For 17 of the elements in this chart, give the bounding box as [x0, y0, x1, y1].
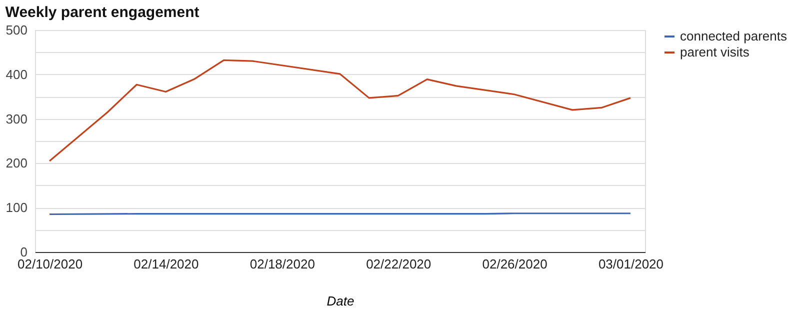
- y-tick-label: 0: [20, 244, 28, 260]
- y-tick-label: 100: [6, 200, 28, 216]
- y-tick-label: 400: [6, 66, 28, 82]
- x-tick-label: 02/22/2020: [366, 256, 432, 272]
- y-tick-label: 200: [6, 156, 28, 171]
- chart-title: Weekly parent engagement: [5, 4, 200, 21]
- line-series: [48, 59, 632, 162]
- x-tick-label: 02/10/2020: [17, 256, 83, 272]
- x-tick-label: 02/26/2020: [482, 256, 548, 272]
- x-tick-label: 03/01/2020: [598, 256, 664, 272]
- y-tick-label: 300: [6, 111, 28, 126]
- y-tick-label: 500: [6, 22, 28, 38]
- x-tick-label: 02/14/2020: [134, 256, 199, 272]
- x-tick-label: 02/18/2020: [250, 256, 315, 272]
- legend-label: connected parents: [680, 28, 788, 44]
- x-axis-title: Date: [326, 294, 354, 308]
- legend-label: parent visits: [680, 44, 750, 60]
